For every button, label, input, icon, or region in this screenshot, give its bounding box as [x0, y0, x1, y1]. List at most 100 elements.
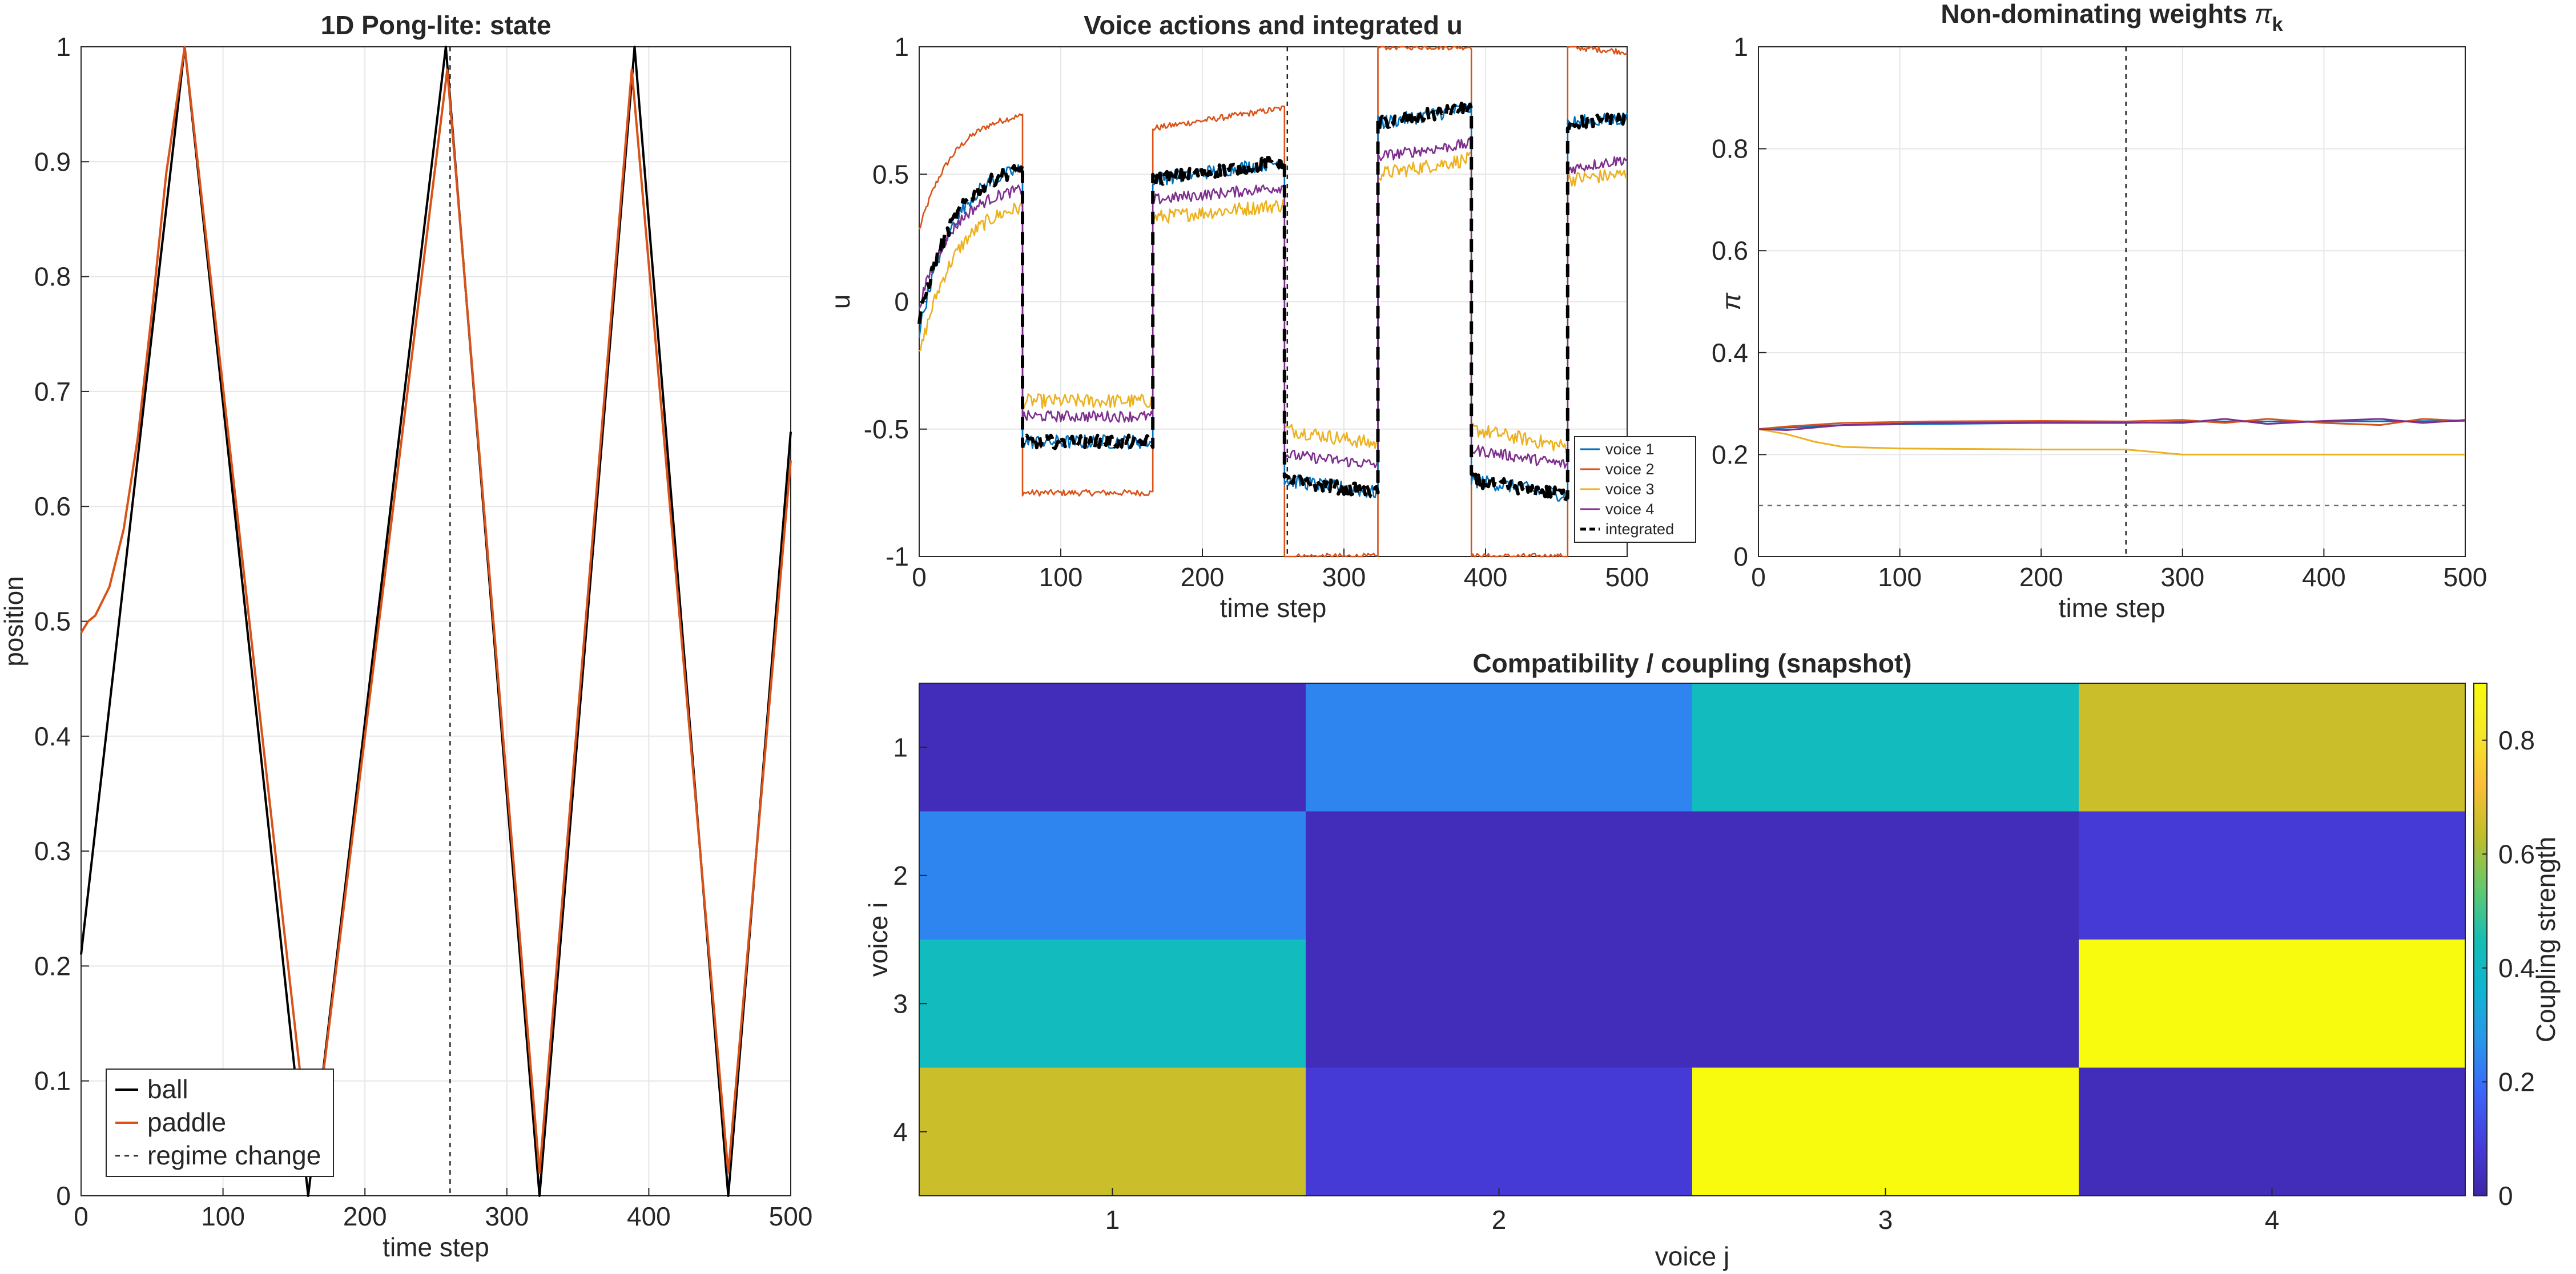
x-tick-label: 200	[2019, 562, 2063, 592]
legend-label: voice 2	[1605, 461, 1655, 478]
chart-title-symbol: π	[2255, 0, 2273, 29]
y-tick-label: -1	[886, 542, 909, 571]
x-tick-label: 200	[343, 1202, 387, 1231]
heatmap-cell	[1306, 811, 1693, 940]
heatmap-cell	[1306, 1067, 1693, 1196]
x-tick-label: 200	[1181, 562, 1225, 592]
legend-label: voice 4	[1605, 501, 1655, 518]
series-line-voice-2	[918, 46, 1628, 558]
colorbar-tick-label: 0.2	[2498, 1067, 2535, 1096]
y-tick-label: 1	[894, 32, 909, 62]
series-line-voice-4	[1758, 418, 2466, 431]
y-tick-label: 0.8	[34, 262, 71, 292]
y-tick-label: 1	[1733, 32, 1748, 62]
y-tick-label: -0.5	[864, 414, 909, 444]
legend-box	[106, 1069, 334, 1177]
colorbar-label: Coupling strength	[2531, 837, 2561, 1043]
y-tick-label: 3	[893, 989, 908, 1018]
y-tick-label: 0.2	[34, 951, 71, 981]
legend: voice 1 voice 2 voice 3 voice 4 integrated	[1574, 436, 1696, 543]
y-tick-label: 0.5	[34, 607, 71, 636]
x-axis-label: time step	[1220, 593, 1327, 623]
x-tick-label: 4	[2265, 1205, 2280, 1235]
x-tick-label: 3	[1878, 1205, 1893, 1235]
series-line-paddle	[80, 46, 792, 1174]
y-tick-label: 0.2	[1712, 440, 1748, 469]
heatmap-cell	[2079, 683, 2466, 812]
x-tick-label: 500	[2444, 562, 2488, 592]
x-tick-label: 100	[1878, 562, 1922, 592]
series-line-voice-3	[919, 151, 1628, 454]
heatmap-cell	[1692, 811, 2079, 940]
legend-label: voice 1	[1605, 441, 1655, 458]
legend-label: integrated	[1605, 521, 1674, 538]
coupling-heatmap-panel: Compatibility / coupling (snapshot) 1 2 3 4 1…	[863, 648, 2561, 1271]
y-tick-label: 0	[894, 287, 909, 317]
x-tick-label: 100	[1039, 562, 1083, 592]
heatmap-cell	[919, 683, 1306, 812]
x-tick-label: 300	[2160, 562, 2204, 592]
y-tick-label: 0	[56, 1181, 71, 1211]
x-tick-label: 500	[769, 1202, 813, 1231]
y-tick-label: 4	[893, 1117, 908, 1147]
y-tick-label: 0.7	[34, 377, 71, 406]
heatmap-cell	[919, 1067, 1306, 1196]
chart-title-text: Non-dominating weights	[1941, 0, 2254, 29]
colorbar	[2473, 683, 2488, 1196]
y-tick-label: 0.6	[1712, 236, 1748, 265]
plot-area-frame	[1758, 46, 2466, 557]
y-tick-label: 0.4	[34, 721, 71, 751]
y-tick-label: 0.9	[34, 147, 71, 176]
x-tick-label: 0	[74, 1202, 88, 1231]
y-tick-label: 0.8	[1712, 134, 1748, 164]
y-tick-label: 1	[893, 732, 908, 762]
heatmap-cell	[2079, 1067, 2466, 1196]
x-tick-label: 300	[1322, 562, 1366, 592]
y-tick-label: 1	[56, 32, 71, 62]
heatmap-cell	[1692, 1067, 2079, 1196]
y-tick-label: 0.1	[34, 1066, 71, 1096]
heatmap-cell	[1692, 940, 2079, 1068]
plot-area-frame	[919, 683, 2466, 1196]
y-tick-label: 0.6	[34, 491, 71, 521]
x-tick-label: 400	[2302, 562, 2346, 592]
colorbar-tick-label: 0.4	[2498, 953, 2535, 983]
x-tick-label: 500	[1605, 562, 1649, 592]
y-tick-label: 0.3	[34, 836, 71, 866]
x-tick-label: 0	[912, 562, 927, 592]
heatmap-cells	[919, 683, 2466, 1196]
weights-panel: 0 100 200 300 400 500 0 0.2 0.4 0.6 0.8 1 time step N…	[1712, 0, 2487, 623]
pong-state-panel: 0 100 200 300 400 500 0 0.1 0.2 0.3 0.4 0.5 0.6 0.7 0.…	[0, 10, 812, 1262]
heatmap-cell	[919, 811, 1306, 940]
series-line-integrated	[917, 102, 1629, 503]
heatmap-cell	[1306, 683, 1693, 812]
x-axis-label: time step	[383, 1232, 489, 1262]
grid-lines	[1758, 46, 2466, 557]
x-tick-label: 0	[1751, 562, 1766, 592]
x-axis-label: time step	[2059, 593, 2166, 623]
y-axis-label: u	[826, 295, 855, 309]
y-axis-label: π	[1716, 292, 1746, 311]
grid-lines	[919, 46, 1628, 557]
y-tick-label: 0	[1733, 542, 1748, 571]
heatmap-cell	[2079, 811, 2466, 940]
x-axis-label: voice j	[1655, 1241, 1729, 1271]
x-tick-label: 1	[1105, 1205, 1120, 1235]
colorbar-tick-label: 0.6	[2498, 839, 2535, 869]
voice-actions-panel: 0 100 200 300 400 500 -1 -0.5 0 0.5 1 time step Voic…	[826, 10, 1696, 623]
colorbar-tick-label: 0.8	[2498, 725, 2535, 755]
chart-title: 1D Pong-lite: state	[321, 10, 552, 40]
chart-title-subscript: k	[2272, 14, 2283, 35]
colorbar-tick-label: 0	[2498, 1181, 2513, 1211]
x-tick-label: 400	[1464, 562, 1508, 592]
y-axis-label: voice i	[863, 902, 893, 977]
chart-title: Compatibility / coupling (snapshot)	[1472, 648, 1911, 678]
heatmap-cell	[1306, 940, 1693, 1068]
chart-title: Voice actions and integrated u	[1084, 10, 1463, 40]
x-tick-label: 2	[1492, 1205, 1507, 1235]
legend-label: paddle	[147, 1107, 226, 1137]
legend-label: regime change	[147, 1140, 321, 1170]
y-tick-label: 0.5	[872, 159, 909, 189]
grid-lines	[80, 46, 791, 1196]
